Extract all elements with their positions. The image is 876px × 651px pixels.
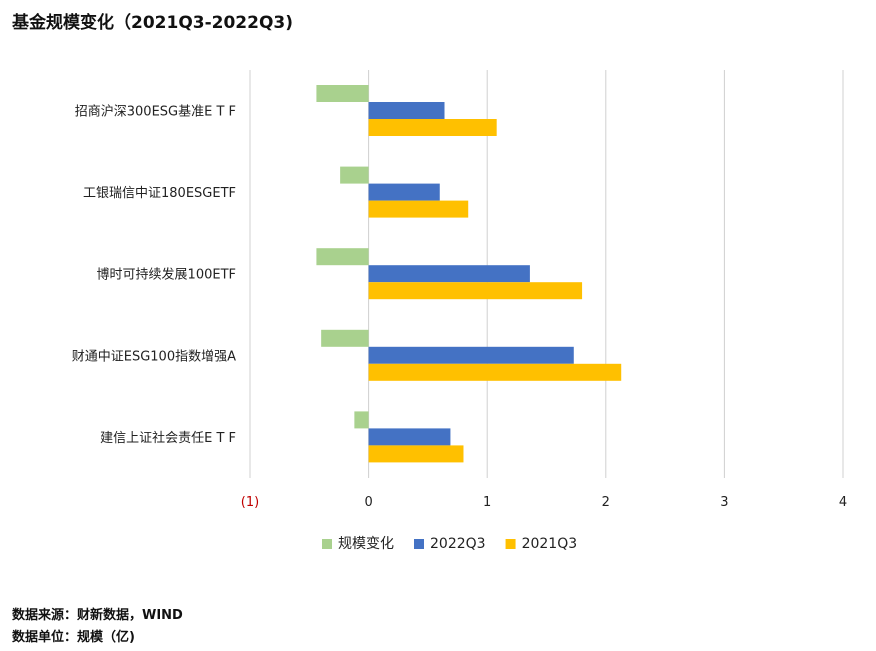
x-tick-label-5: 4	[839, 495, 847, 510]
bar-1-0	[340, 166, 369, 184]
chart-title: 基金规模变化（2021Q3-2022Q3)	[12, 13, 294, 33]
category-label-1: 工银瑞信中证180ESGETF	[83, 186, 236, 201]
bar-4-2	[368, 445, 464, 463]
category-labels: 招商沪深300ESG基准E T F 工银瑞信中证180ESGETF 博时可持续发展1…	[72, 104, 236, 446]
bar-1-2	[368, 200, 469, 218]
x-tick-label-2: 1	[483, 495, 491, 510]
legend-label-2: 2021Q3	[522, 536, 578, 552]
legend: 规模变化 2022Q3 2021Q3	[322, 536, 577, 552]
bar-0-0	[316, 85, 369, 102]
bar-chart: 招商沪深300ESG基准E T F 工银瑞信中证180ESGETF 博时可持续发展1…	[72, 70, 847, 552]
bar-3-2	[368, 363, 622, 381]
bar-4-0	[354, 411, 369, 429]
data-source-note: 数据来源：财新数据，WIND	[12, 608, 183, 623]
bar-2-0	[316, 248, 369, 266]
legend-label-0: 规模变化	[338, 536, 394, 552]
bar-4-1	[368, 428, 451, 446]
bar-1-1	[368, 183, 440, 201]
bar-2-2	[368, 282, 583, 300]
gridlines	[249, 70, 844, 478]
legend-swatch-2	[505, 539, 516, 549]
x-tick-label-0: (1)	[241, 495, 259, 510]
bar-3-0	[321, 329, 369, 347]
category-label-0: 招商沪深300ESG基准E T F	[75, 104, 236, 120]
legend-swatch-0	[322, 539, 332, 549]
bar-3-1	[368, 346, 574, 364]
category-label-4: 建信上证社会责任E T F	[100, 430, 236, 446]
x-tick-label-3: 2	[602, 495, 610, 510]
bar-0-2	[368, 119, 497, 136]
bars	[316, 85, 622, 463]
x-tick-label-1: 0	[364, 495, 372, 510]
data-unit-note: 数据单位：规模（亿)	[12, 630, 135, 645]
bar-2-1	[368, 265, 530, 283]
category-label-3: 财通中证ESG100指数增强A	[72, 349, 236, 364]
legend-label-1: 2022Q3	[430, 536, 486, 552]
category-label-2: 博时可持续发展100ETF	[97, 267, 236, 283]
x-tick-labels: (1) 0 1 2 3 4	[241, 495, 847, 510]
legend-swatch-1	[414, 539, 424, 549]
x-tick-label-4: 3	[720, 495, 728, 510]
bar-0-1	[368, 102, 445, 119]
